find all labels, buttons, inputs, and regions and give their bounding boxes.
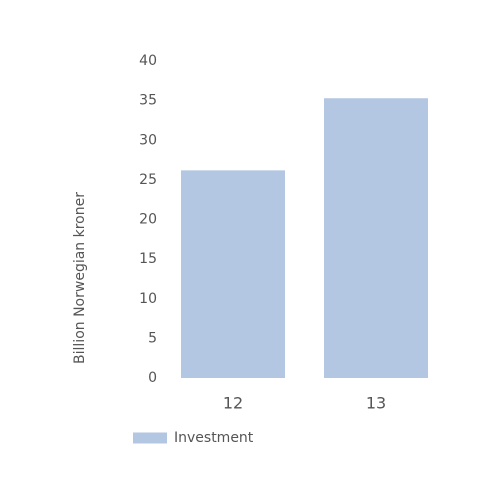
y-tick-label: 30 bbox=[139, 132, 157, 148]
y-tick-label: 0 bbox=[148, 370, 157, 386]
legend-label: Investment bbox=[174, 430, 254, 446]
y-tick-label: 25 bbox=[139, 172, 157, 188]
x-tick-label: 12 bbox=[223, 394, 243, 413]
y-tick-label: 10 bbox=[139, 291, 157, 307]
legend-swatch bbox=[133, 432, 167, 444]
y-tick-label: 20 bbox=[139, 212, 157, 228]
bar bbox=[181, 170, 285, 378]
y-tick-label: 35 bbox=[139, 93, 157, 109]
bar bbox=[324, 98, 428, 378]
y-axis-label: Billion Norwegian kroner bbox=[72, 192, 88, 364]
y-tick-label: 5 bbox=[148, 330, 157, 346]
x-tick-label: 13 bbox=[366, 394, 386, 413]
y-tick-label: 40 bbox=[139, 53, 157, 69]
y-tick-label: 15 bbox=[139, 251, 157, 267]
